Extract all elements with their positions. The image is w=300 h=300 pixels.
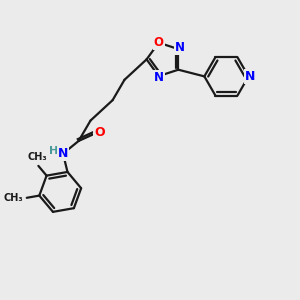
Text: CH₃: CH₃ [4,193,23,203]
Text: O: O [94,126,105,139]
Text: N: N [175,41,185,54]
Text: H: H [50,146,58,156]
Text: N: N [58,147,68,160]
Text: N: N [245,70,255,83]
Text: CH₃: CH₃ [27,152,47,163]
Text: O: O [154,36,164,49]
Text: N: N [154,71,164,84]
